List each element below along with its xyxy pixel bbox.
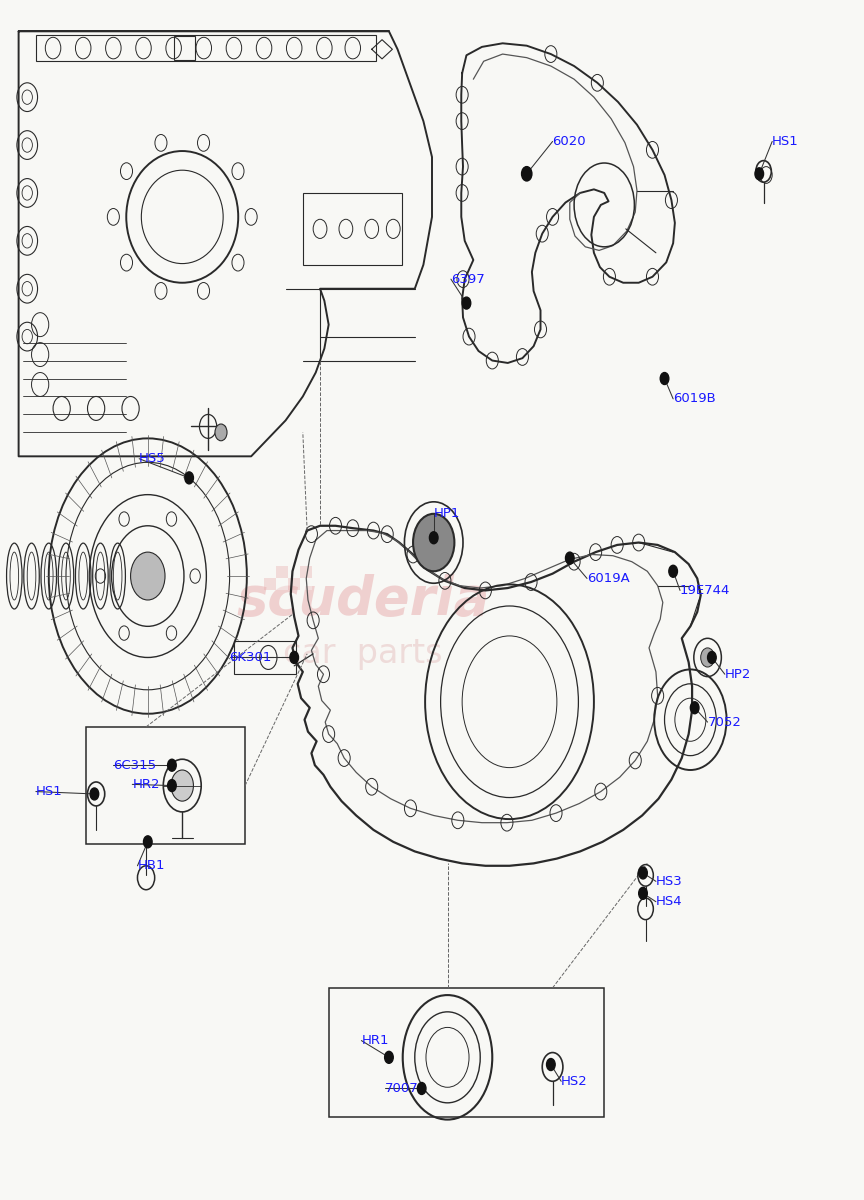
Text: HR1: HR1 xyxy=(361,1034,389,1048)
Circle shape xyxy=(215,424,227,440)
Text: 6019B: 6019B xyxy=(673,392,716,406)
Text: HS1: HS1 xyxy=(35,785,62,798)
Circle shape xyxy=(523,168,531,180)
Circle shape xyxy=(669,565,677,577)
Text: HS4: HS4 xyxy=(656,895,683,908)
Text: 19E744: 19E744 xyxy=(680,584,730,596)
Circle shape xyxy=(522,167,532,181)
Text: HS2: HS2 xyxy=(562,1075,588,1087)
Bar xyxy=(302,193,402,265)
Bar xyxy=(289,578,300,590)
Text: HS1: HS1 xyxy=(772,134,799,148)
Circle shape xyxy=(130,552,165,600)
Text: 6C315: 6C315 xyxy=(113,758,156,772)
Text: 6019A: 6019A xyxy=(587,572,630,584)
Circle shape xyxy=(462,298,471,310)
Circle shape xyxy=(290,652,298,664)
Circle shape xyxy=(660,372,669,384)
Circle shape xyxy=(171,770,194,802)
Circle shape xyxy=(384,1051,393,1063)
Text: HP1: HP1 xyxy=(434,508,461,521)
Bar xyxy=(300,566,312,578)
Circle shape xyxy=(185,472,194,484)
Text: scuderia: scuderia xyxy=(237,574,490,626)
Text: 6K301: 6K301 xyxy=(230,650,272,664)
Bar xyxy=(86,727,245,845)
Bar xyxy=(234,641,296,674)
Text: HP2: HP2 xyxy=(725,667,751,680)
Circle shape xyxy=(547,1058,556,1070)
Text: HS5: HS5 xyxy=(139,452,166,466)
Circle shape xyxy=(90,788,98,800)
Bar xyxy=(289,566,300,578)
Text: HR2: HR2 xyxy=(132,778,160,791)
Text: 6020: 6020 xyxy=(553,134,586,148)
Bar xyxy=(276,578,289,590)
Bar xyxy=(264,578,276,590)
Bar xyxy=(264,566,276,578)
Bar xyxy=(35,35,376,61)
Circle shape xyxy=(701,648,715,667)
Bar xyxy=(328,988,604,1117)
Circle shape xyxy=(168,780,176,792)
Circle shape xyxy=(413,514,454,571)
Text: 7052: 7052 xyxy=(708,715,741,728)
Circle shape xyxy=(708,652,716,664)
Circle shape xyxy=(690,702,699,714)
Circle shape xyxy=(168,760,176,772)
Bar xyxy=(300,578,312,590)
Text: car  parts: car parts xyxy=(283,637,443,671)
Text: HB1: HB1 xyxy=(137,859,165,872)
Circle shape xyxy=(755,168,764,180)
Bar xyxy=(174,36,195,60)
Circle shape xyxy=(143,836,152,848)
Text: 7007: 7007 xyxy=(384,1082,418,1094)
Circle shape xyxy=(566,552,574,564)
Text: 6397: 6397 xyxy=(451,272,485,286)
Text: HS3: HS3 xyxy=(656,875,683,888)
Circle shape xyxy=(417,1082,426,1094)
Circle shape xyxy=(638,887,647,899)
Circle shape xyxy=(429,532,438,544)
Circle shape xyxy=(638,866,647,878)
Bar xyxy=(276,566,289,578)
